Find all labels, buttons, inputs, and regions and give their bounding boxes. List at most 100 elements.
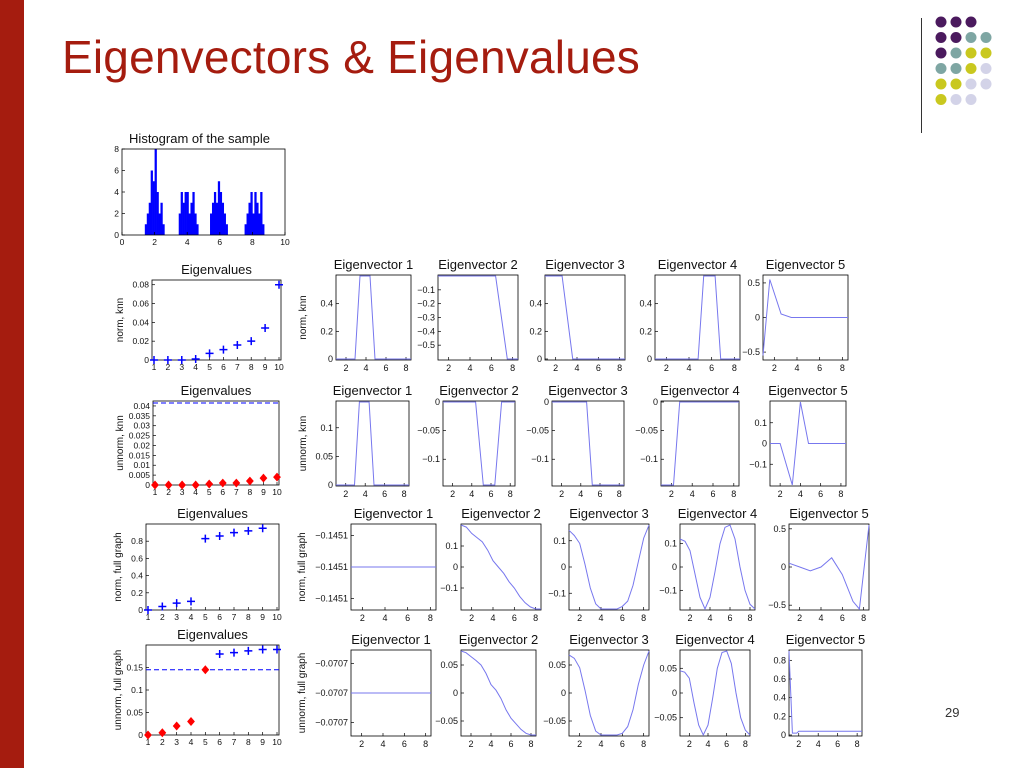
y-tick-label: −0.5 xyxy=(742,347,760,357)
eigenvalue-point xyxy=(273,472,281,482)
y-tick-label: 0.1 xyxy=(131,685,143,695)
y-tick-label: −0.05 xyxy=(435,716,458,726)
x-tick-label: 8 xyxy=(250,237,255,247)
y-tick-label: 0.1 xyxy=(445,541,458,551)
eigenvalue-point xyxy=(150,356,158,364)
decorative-dot xyxy=(965,94,977,105)
x-tick-label: 2 xyxy=(669,489,674,499)
y-tick-label: −0.4 xyxy=(417,326,435,336)
histogram-chart: Histogram of the sample 0 2 4 6 8 10 0 2 4 6 8 xyxy=(114,131,290,247)
x-tick-label: 4 xyxy=(185,237,190,247)
decorative-dot xyxy=(935,47,947,59)
y-tick-label: 0.15 xyxy=(126,663,143,673)
y-tick-label: 0.8 xyxy=(773,655,786,665)
y-tick-label: 6 xyxy=(114,166,119,176)
x-tick-label: 7 xyxy=(235,362,240,372)
eigenvalue-point xyxy=(215,650,224,658)
y-tick-label: 0 xyxy=(647,354,652,364)
x-tick-label: 6 xyxy=(840,613,845,623)
plot-title: Eigenvalues xyxy=(181,383,252,398)
y-tick-label: 0 xyxy=(145,480,150,490)
x-tick-label: 6 xyxy=(383,363,388,373)
x-tick-label: 8 xyxy=(402,489,407,499)
x-tick-label: 6 xyxy=(221,362,226,372)
y-tick-label: 0.2 xyxy=(529,326,542,336)
histogram-bar xyxy=(262,224,265,235)
y-tick-label: −0.0707 xyxy=(315,659,348,669)
eigenvector-line xyxy=(336,401,409,486)
eigenvector-line xyxy=(460,650,536,736)
x-tick-label: 6 xyxy=(217,737,222,747)
decorative-dot xyxy=(980,78,992,90)
plot-title: Eigenvector 2 xyxy=(439,383,519,398)
x-tick-label: 2 xyxy=(772,363,777,373)
x-tick-label: 1 xyxy=(146,737,151,747)
x-tick-label: 1 xyxy=(153,487,158,497)
eigenvector-line xyxy=(545,275,625,360)
eigenvalue-point xyxy=(172,599,181,608)
x-tick-label: 2 xyxy=(166,362,171,372)
x-tick-label: 6 xyxy=(489,363,494,373)
decorative-dot-grid xyxy=(935,16,992,105)
row-ylabel: norm, full graph xyxy=(113,532,124,601)
eigenvalue-point xyxy=(191,355,200,364)
y-tick-label: 0 xyxy=(114,230,119,240)
x-tick-label: 6 xyxy=(596,363,601,373)
y-tick-label: 0 xyxy=(328,480,333,490)
histogram-bar xyxy=(221,202,225,235)
x-tick-label: 4 xyxy=(818,613,823,623)
plot-title: Eigenvector 2 xyxy=(459,632,539,647)
x-tick-label: 8 xyxy=(428,613,433,623)
y-tick-label: 0 xyxy=(781,730,786,740)
x-tick-label: 6 xyxy=(488,489,493,499)
plot-title: Eigenvector 1 xyxy=(333,383,413,398)
x-tick-label: 6 xyxy=(405,613,410,623)
plot-frame xyxy=(660,400,740,487)
y-tick-label: 0.08 xyxy=(132,280,149,290)
eigenvector-line xyxy=(679,524,756,611)
x-tick-label: 8 xyxy=(249,362,254,372)
x-tick-label: 4 xyxy=(598,739,603,749)
x-tick-label: 4 xyxy=(193,487,198,497)
y-tick-label: −0.1 xyxy=(659,585,677,595)
plot-title: Eigenvector 4 xyxy=(675,632,755,647)
histogram-bar xyxy=(252,213,255,235)
histogram-bar xyxy=(256,202,259,235)
x-tick-label: 7 xyxy=(232,612,237,622)
x-tick-label: 3 xyxy=(174,612,179,622)
plot-title: Eigenvector 1 xyxy=(351,632,431,647)
x-tick-label: 2 xyxy=(152,237,157,247)
histogram-bar xyxy=(180,192,183,235)
plot-frame xyxy=(460,649,537,737)
plot-frame xyxy=(145,523,280,611)
eigenvalue-point xyxy=(259,473,268,483)
plot-title: Eigenvector 5 xyxy=(789,506,869,521)
x-tick-label: 2 xyxy=(166,487,171,497)
x-tick-label: 6 xyxy=(217,237,222,247)
decorative-divider xyxy=(921,18,922,133)
x-tick-label: 2 xyxy=(687,739,692,749)
histogram-bar xyxy=(150,170,153,235)
histogram-bar xyxy=(213,192,217,235)
plot-frame xyxy=(152,400,280,486)
plot-frame xyxy=(442,400,516,487)
y-tick-label: 0 xyxy=(755,313,760,323)
eigenvector-line xyxy=(568,650,650,736)
x-tick-label: 6 xyxy=(382,489,387,499)
eigenvalue-point xyxy=(158,602,167,611)
x-tick-label: 4 xyxy=(798,489,803,499)
y-tick-label: 0.2 xyxy=(131,588,143,598)
y-tick-label: 0.5 xyxy=(773,524,786,534)
eigvec-ylabel: unnorm, full graph xyxy=(297,653,308,734)
eigenvalue-point xyxy=(191,480,200,490)
x-tick-label: 8 xyxy=(403,363,408,373)
y-tick-label: −0.05 xyxy=(526,426,549,436)
histogram-bar xyxy=(260,192,263,235)
y-tick-label: 0.6 xyxy=(131,553,143,563)
decorative-dot xyxy=(935,63,947,74)
x-tick-label: 2 xyxy=(446,363,451,373)
row-ylabel: unnorm, full graph xyxy=(113,650,124,731)
